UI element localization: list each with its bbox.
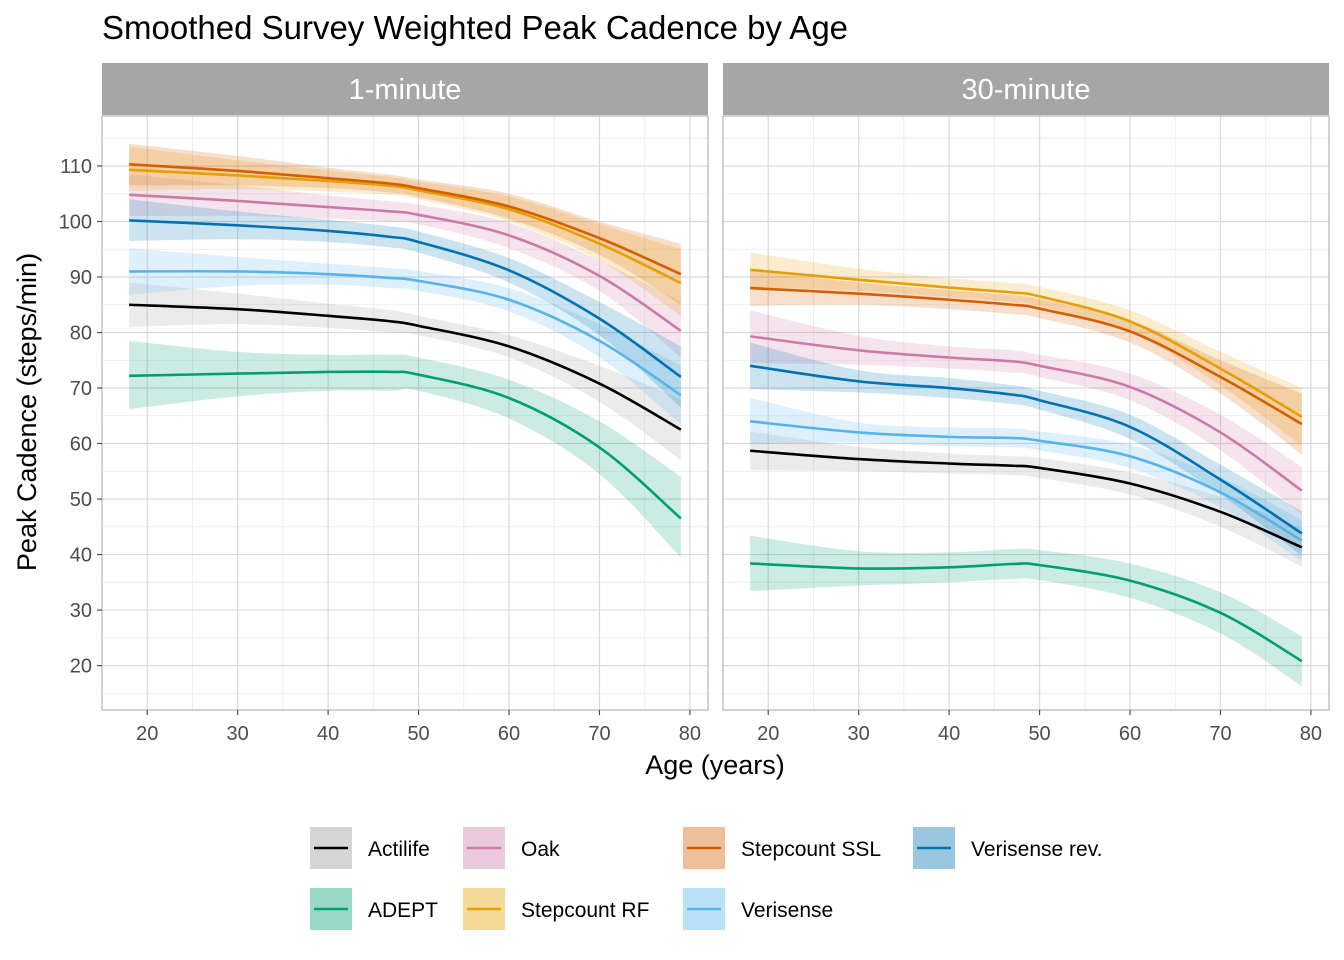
x-axis-title: Age (years) xyxy=(645,750,785,780)
chart-title: Smoothed Survey Weighted Peak Cadence by… xyxy=(102,9,848,46)
panel-30-minute: 30-minute 20 30 40 50 60 70 80 xyxy=(722,63,1330,745)
ribbon-verisense xyxy=(129,248,681,425)
legend-item-actilife: Actilife xyxy=(310,827,430,869)
strip-label: 30-minute xyxy=(962,74,1091,106)
legend-label: Stepcount RF xyxy=(521,899,649,922)
legend-label: ADEPT xyxy=(368,899,438,922)
ribbon-verisense-rev- xyxy=(129,199,681,408)
strip-background xyxy=(102,63,708,115)
x-tick-label: 20 xyxy=(136,723,158,745)
line-verisense xyxy=(750,420,1303,542)
panel-border xyxy=(101,115,709,711)
legend-item-adept: ADEPT xyxy=(310,888,438,930)
y-tick-label: 100 xyxy=(59,211,92,233)
series-group xyxy=(129,143,682,558)
ribbon-adept xyxy=(750,535,1302,687)
y-tick-label: 110 xyxy=(60,156,92,178)
ribbon-oak xyxy=(129,174,681,358)
legend-item-oak: Oak xyxy=(463,827,560,869)
grid xyxy=(722,116,1329,710)
x-tick-label: 60 xyxy=(1119,723,1141,745)
line-verisense xyxy=(129,269,682,397)
x-tick-label: 20 xyxy=(757,723,779,745)
x-tick-label: 30 xyxy=(227,723,249,745)
strip-label: 1-minute xyxy=(349,74,462,106)
line-verisense-rev- xyxy=(749,364,1303,535)
ribbon-stepcount-rf xyxy=(129,146,681,316)
panels: 1-minute 20 30 40 50 60 70 80 20 30 40 50 60 70 80 90 10… xyxy=(59,63,1330,745)
line-oak xyxy=(749,335,1303,492)
x-tick-label: 70 xyxy=(1209,723,1231,745)
panel-1-minute: 1-minute 20 30 40 50 60 70 80 20 30 40 50 60 70 80 90 10… xyxy=(59,63,709,745)
x-tick-label: 50 xyxy=(407,723,429,745)
y-tick-label: 30 xyxy=(70,600,92,622)
x-tick-label: 80 xyxy=(1300,723,1322,745)
x-tick-label: 40 xyxy=(317,723,339,745)
x-tick-label: 30 xyxy=(848,723,870,745)
legend-item-stepcount-rf: Stepcount RF xyxy=(463,888,649,930)
y-tick-label: 70 xyxy=(70,378,92,400)
legend-label: Actilife xyxy=(368,838,430,861)
legend: Actilife Oak Stepcount SSL Verisense rev. AD… xyxy=(310,827,1103,930)
y-tick-label: 40 xyxy=(70,545,92,567)
y-tick-label: 80 xyxy=(70,323,92,345)
y-tick-label: 50 xyxy=(70,489,92,511)
legend-label: Verisense xyxy=(741,899,833,922)
y-tick-label: 90 xyxy=(70,267,92,289)
panel-border xyxy=(722,115,1330,711)
line-stepcount-rf xyxy=(129,168,682,285)
line-adept xyxy=(129,370,682,520)
ribbon-adept xyxy=(129,340,681,558)
line-stepcount-ssl xyxy=(750,286,1303,426)
ribbon-actilife xyxy=(750,431,1302,567)
x-tick-label: 60 xyxy=(498,723,520,745)
strip-background xyxy=(723,63,1329,115)
legend-label: Stepcount SSL xyxy=(741,838,881,861)
ribbon-stepcount-ssl xyxy=(129,143,681,305)
series-group xyxy=(749,252,1303,687)
y-tick-label: 20 xyxy=(70,656,92,678)
line-verisense-rev- xyxy=(129,219,682,378)
grid xyxy=(101,116,708,710)
x-tick-label: 50 xyxy=(1028,723,1050,745)
line-adept xyxy=(750,562,1303,663)
ribbon-stepcount-rf xyxy=(750,252,1302,447)
legend-item-verisense: Verisense xyxy=(683,888,833,930)
line-oak xyxy=(129,193,682,332)
x-tick-label: 70 xyxy=(588,723,610,745)
x-tick-label: 40 xyxy=(938,723,960,745)
legend-label: Verisense rev. xyxy=(971,838,1103,861)
line-stepcount-ssl xyxy=(129,162,682,276)
legend-item-stepcount-ssl: Stepcount SSL xyxy=(683,827,881,869)
legend-item-verisense-rev-: Verisense rev. xyxy=(913,827,1103,869)
y-axis-title: Peak Cadence (steps/min) xyxy=(12,253,42,571)
ribbon-verisense xyxy=(750,398,1302,562)
x-tick-label: 80 xyxy=(679,723,701,745)
line-actilife xyxy=(129,303,682,431)
ribbon-oak xyxy=(750,310,1302,515)
legend-label: Oak xyxy=(521,838,560,861)
line-actilife xyxy=(750,449,1303,549)
y-tick-label: 60 xyxy=(70,434,92,456)
line-stepcount-rf xyxy=(750,268,1303,419)
ribbon-verisense-rev- xyxy=(750,342,1302,556)
